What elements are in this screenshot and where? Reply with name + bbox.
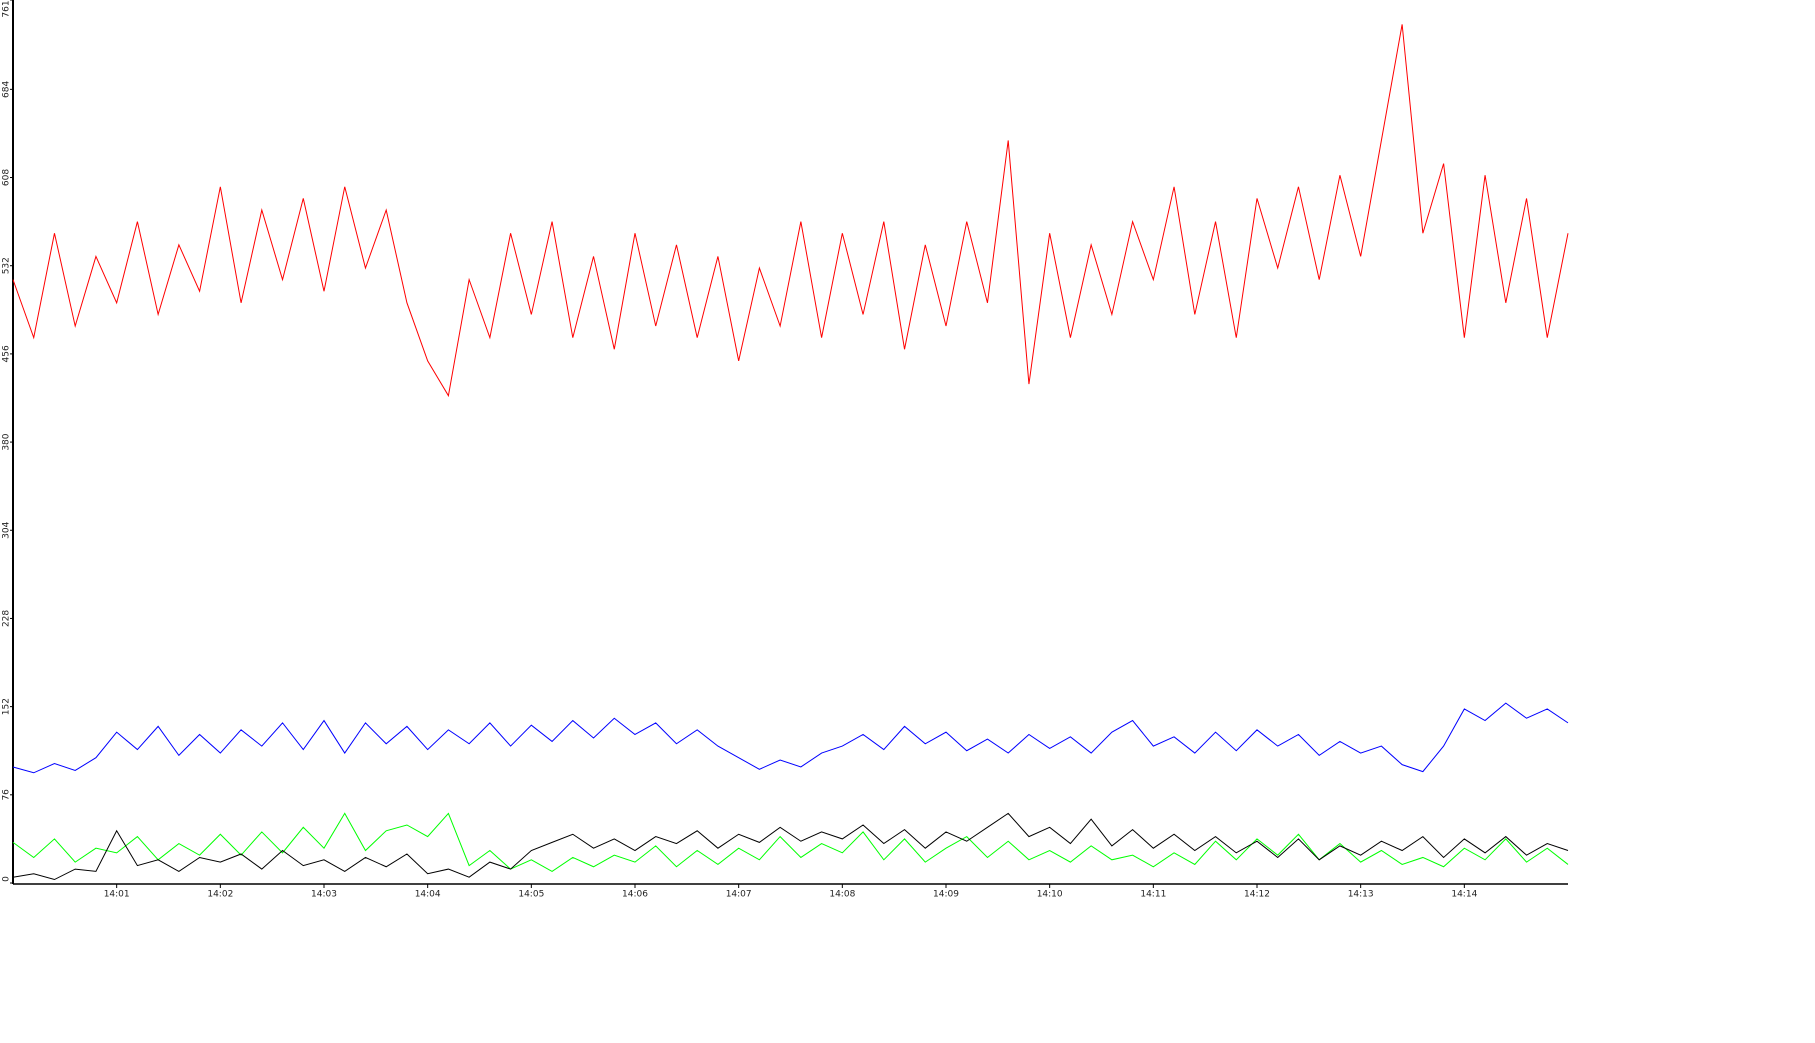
- x-tick-label: 14:03: [311, 890, 337, 900]
- x-tick-label: 14:05: [518, 890, 544, 900]
- x-tick-label: 14:10: [1037, 890, 1063, 900]
- y-tick-label: 456: [2, 345, 12, 362]
- y-tick-label: 380: [2, 433, 12, 450]
- y-tick-label: 684: [2, 80, 12, 97]
- series-line: [12, 812, 1569, 881]
- series-line: [12, 812, 1569, 872]
- y-tick-label: 0: [2, 876, 12, 882]
- series-line: [12, 24, 1569, 398]
- y-tick-label: 228: [2, 610, 12, 627]
- x-tick-label: 14:01: [104, 890, 130, 900]
- x-tick-label: 14:08: [829, 890, 855, 900]
- x-tick-label: 14:07: [726, 890, 752, 900]
- y-tick-label: 532: [2, 257, 12, 274]
- x-tick-label: 14:11: [1140, 890, 1166, 900]
- x-tick-label: 14:14: [1451, 890, 1477, 900]
- x-tick-label: 14:06: [622, 890, 648, 900]
- y-tick-label: 76: [2, 789, 12, 801]
- x-tick-label: 14:09: [933, 890, 959, 900]
- y-tick-label: 152: [2, 698, 12, 715]
- y-tick-label: 304: [2, 521, 12, 538]
- x-tick-label: 14:04: [415, 890, 441, 900]
- y-tick-label: 761: [2, 0, 12, 17]
- x-tick-label: 14:12: [1244, 890, 1270, 900]
- y-tick-label: 608: [2, 169, 12, 186]
- series-line: [12, 702, 1569, 774]
- x-tick-label: 14:02: [207, 890, 233, 900]
- x-tick-label: 14:13: [1348, 890, 1374, 900]
